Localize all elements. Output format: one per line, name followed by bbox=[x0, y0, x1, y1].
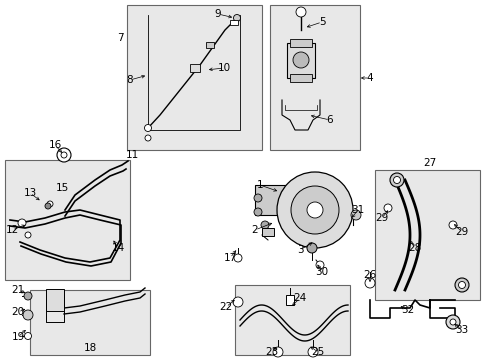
Text: 11: 11 bbox=[125, 150, 138, 160]
Text: 21: 21 bbox=[11, 285, 24, 295]
Bar bbox=[229, 19, 238, 24]
Circle shape bbox=[292, 52, 308, 68]
Text: 31: 31 bbox=[351, 205, 364, 215]
Circle shape bbox=[234, 254, 242, 262]
Text: 24: 24 bbox=[293, 293, 306, 303]
Bar bbox=[30, 290, 150, 355]
Text: 29: 29 bbox=[454, 227, 468, 237]
Text: 5: 5 bbox=[318, 17, 325, 27]
Text: 7: 7 bbox=[117, 33, 123, 43]
Circle shape bbox=[57, 148, 71, 162]
Text: 12: 12 bbox=[5, 225, 19, 235]
Text: 9: 9 bbox=[214, 9, 221, 19]
Circle shape bbox=[272, 347, 283, 357]
Circle shape bbox=[18, 219, 26, 227]
Text: 2: 2 bbox=[251, 225, 258, 235]
Circle shape bbox=[364, 278, 374, 288]
Bar bbox=[262, 228, 273, 236]
Circle shape bbox=[389, 173, 403, 187]
Bar bbox=[285, 295, 293, 305]
Text: 6: 6 bbox=[326, 115, 333, 125]
Text: 26: 26 bbox=[363, 270, 376, 280]
Circle shape bbox=[383, 204, 391, 212]
Circle shape bbox=[144, 125, 151, 131]
Text: 30: 30 bbox=[315, 267, 328, 277]
Bar bbox=[46, 289, 64, 311]
Text: 14: 14 bbox=[111, 243, 124, 253]
Text: 33: 33 bbox=[454, 325, 468, 335]
Circle shape bbox=[47, 201, 53, 207]
Bar bbox=[289, 39, 311, 47]
Circle shape bbox=[448, 221, 456, 229]
Text: 19: 19 bbox=[11, 332, 24, 342]
Text: 17: 17 bbox=[223, 253, 236, 263]
Circle shape bbox=[24, 292, 32, 300]
Circle shape bbox=[306, 202, 323, 218]
Circle shape bbox=[253, 208, 262, 216]
Bar bbox=[289, 74, 311, 82]
Bar bbox=[254, 185, 289, 215]
Text: 4: 4 bbox=[366, 73, 372, 83]
Bar bbox=[286, 42, 314, 77]
Circle shape bbox=[145, 135, 151, 141]
Text: 23: 23 bbox=[265, 347, 278, 357]
Text: 32: 32 bbox=[401, 305, 414, 315]
Bar bbox=[190, 64, 200, 72]
Circle shape bbox=[261, 221, 268, 229]
Circle shape bbox=[61, 152, 67, 158]
Circle shape bbox=[253, 194, 262, 202]
Circle shape bbox=[307, 347, 317, 357]
Text: 15: 15 bbox=[55, 183, 68, 193]
Text: 13: 13 bbox=[23, 188, 37, 198]
Circle shape bbox=[306, 243, 316, 253]
Circle shape bbox=[393, 176, 400, 184]
Text: 3: 3 bbox=[296, 245, 303, 255]
Text: 8: 8 bbox=[126, 75, 133, 85]
Bar bbox=[205, 42, 214, 48]
Circle shape bbox=[449, 319, 455, 325]
Circle shape bbox=[232, 297, 243, 307]
Text: 25: 25 bbox=[311, 347, 324, 357]
Circle shape bbox=[25, 232, 31, 238]
Circle shape bbox=[24, 333, 31, 339]
Circle shape bbox=[295, 7, 305, 17]
Text: 28: 28 bbox=[407, 243, 421, 253]
Bar bbox=[235, 285, 349, 355]
Circle shape bbox=[315, 261, 324, 269]
Bar bbox=[269, 5, 359, 150]
Text: 18: 18 bbox=[83, 343, 97, 353]
Circle shape bbox=[350, 210, 360, 220]
Bar bbox=[127, 5, 262, 150]
Circle shape bbox=[454, 278, 468, 292]
Circle shape bbox=[45, 203, 51, 209]
Circle shape bbox=[233, 14, 240, 22]
Circle shape bbox=[445, 315, 459, 329]
Text: 16: 16 bbox=[48, 140, 61, 150]
Bar bbox=[374, 170, 479, 300]
Circle shape bbox=[290, 186, 338, 234]
Text: 20: 20 bbox=[11, 307, 24, 317]
Text: 29: 29 bbox=[375, 213, 388, 223]
Text: 22: 22 bbox=[219, 302, 232, 312]
Circle shape bbox=[276, 172, 352, 248]
Text: 27: 27 bbox=[423, 158, 436, 168]
Bar bbox=[5, 160, 130, 280]
Text: 10: 10 bbox=[217, 63, 230, 73]
Circle shape bbox=[458, 282, 465, 288]
Circle shape bbox=[23, 310, 33, 320]
Text: 1: 1 bbox=[256, 180, 263, 190]
